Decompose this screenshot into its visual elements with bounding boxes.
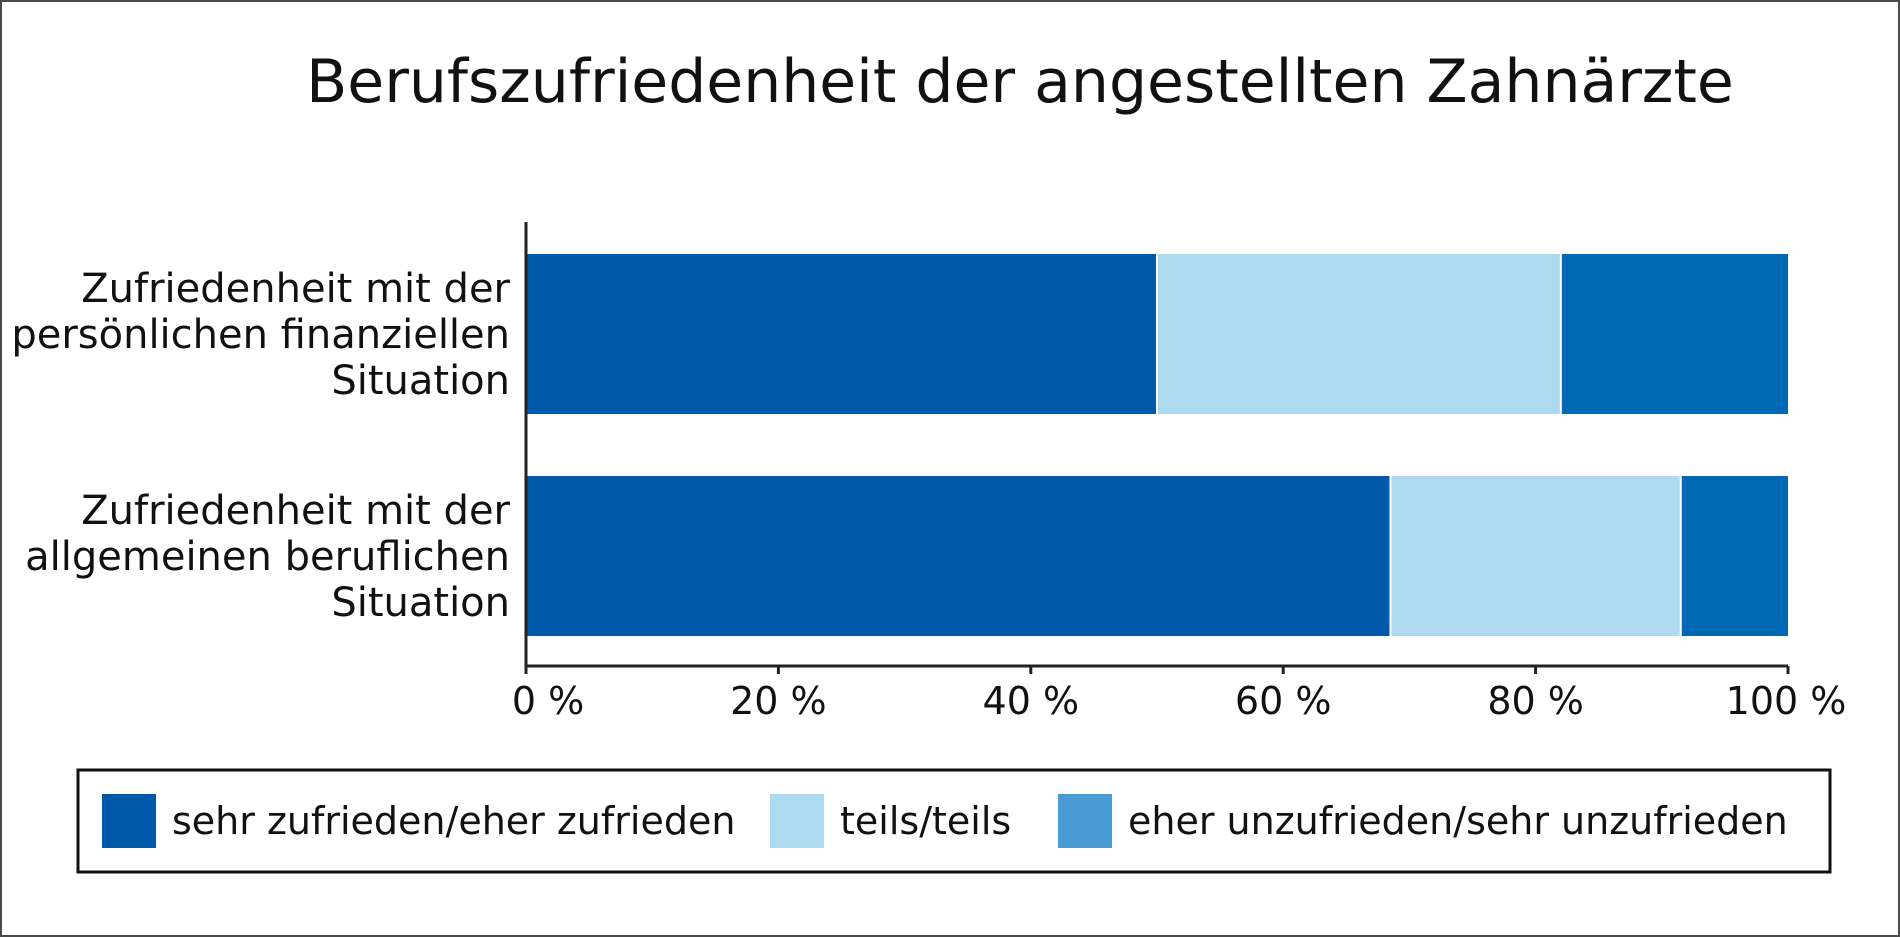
category-label-2-line-1: Zufriedenheit mit der: [81, 488, 510, 534]
bar-2-series-2: [1390, 476, 1681, 636]
x-tick-label: 100 %: [1726, 679, 1847, 723]
bar-group: [526, 254, 1788, 636]
bar-1-series-1: [526, 254, 1157, 414]
legend-swatch-2: [770, 794, 824, 848]
category-label-1-line-2: persönlichen finanziellen: [11, 312, 510, 358]
category-label-2-line-3: Situation: [331, 580, 510, 626]
chart-title: Berufszufriedenheit der angestellten Zah…: [306, 47, 1734, 117]
category-label-1-line-1: Zufriedenheit mit der: [81, 266, 510, 312]
x-tick-label: 80 %: [1487, 679, 1584, 723]
legend-label-2: teils/teils: [840, 799, 1011, 843]
legend-swatch-3: [1058, 794, 1112, 848]
bar-1-series-3: [1560, 254, 1788, 414]
bar-2-series-3: [1680, 476, 1788, 636]
legend-label-1: sehr zufrieden/eher zufrieden: [172, 799, 735, 843]
x-tick-label: 60 %: [1235, 679, 1332, 723]
axes: [524, 222, 1788, 668]
x-tick-label: 40 %: [983, 679, 1080, 723]
x-ticks: 0 % 20 % 40 % 60 % 80 % 100 %: [512, 666, 1847, 723]
x-tick-label: 0 %: [512, 679, 584, 723]
bar-2-series-1: [526, 476, 1391, 636]
legend-swatch-1: [102, 794, 156, 848]
category-label-2-line-2: allgemeinen beruflichen: [25, 534, 510, 580]
legend: sehr zufrieden/eher zufrieden teils/teils…: [76, 768, 1832, 874]
legend-label-3: eher unzufrieden/sehr unzufrieden: [1128, 799, 1788, 843]
bar-1-series-2: [1157, 254, 1561, 414]
legend-box: [76, 768, 1832, 874]
x-tick-label: 20 %: [730, 679, 827, 723]
category-label-1-line-3: Situation: [331, 358, 510, 404]
